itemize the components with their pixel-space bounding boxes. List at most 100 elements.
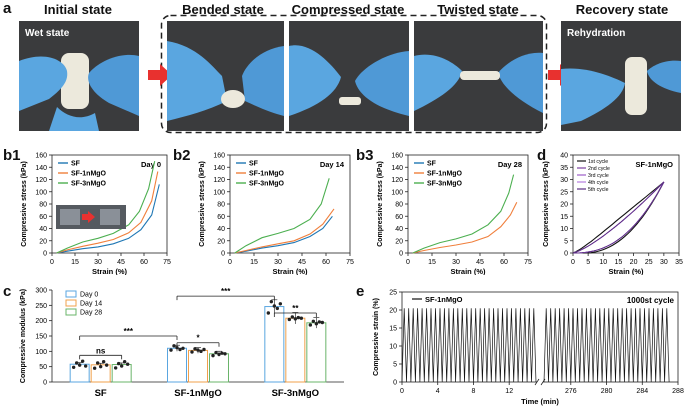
e-y-tick-label: 15 (389, 326, 397, 333)
c-y-tick-label: 200 (35, 318, 47, 325)
photo-recovery-state: Rehydration (561, 21, 681, 131)
b3-x-tick-label: 0 (406, 259, 410, 266)
c-data-point (202, 347, 206, 352)
e-y-axis-label: Compressive strain (%) (373, 298, 380, 376)
recovery-state-illustration (561, 57, 681, 125)
chart-e-strain-time: 0 5 10 15 20 25 0 4 8 12 276 280 284 288 Time (min) Com… (373, 290, 684, 407)
c-significance-label: ** (292, 304, 299, 313)
b2-x-tick-label: 15 (250, 259, 258, 266)
c-data-point (71, 365, 76, 369)
d-y-tick-label: 15 (560, 214, 568, 221)
b3-series-line-2 (412, 174, 515, 254)
d-x-tick-label: 20 (630, 259, 638, 266)
b3-y-tick-label: 80 (395, 202, 403, 209)
c-data-point (190, 350, 194, 354)
bended-state-illustration (167, 41, 284, 121)
twisted-state-illustration (414, 52, 543, 113)
b3-legend-label-1: SF-1nMgO (427, 171, 463, 178)
e-x-axis-label: Time (min) (521, 397, 559, 406)
state-title-initial: Initial state (44, 2, 112, 17)
b3-x-tick-label: 60 (500, 259, 508, 266)
b3-y-tick-label: 60 (395, 214, 403, 221)
e-x-tick-label: 284 (636, 388, 648, 395)
e-axis-break-gap (537, 379, 543, 385)
b3-y-tick-label: 120 (391, 177, 403, 184)
panel-label-e: e (356, 283, 365, 300)
b1-title: Day 0 (141, 160, 161, 169)
b2-legend-label-1: SF-1nMgO (249, 171, 285, 178)
d-y-axis-label: Compressive stress (kPa) (543, 161, 550, 247)
c-significance-label: * (196, 334, 200, 343)
c-data-point (119, 364, 124, 368)
c-bar (167, 347, 187, 383)
b1-legend-label-0: SF (71, 161, 81, 168)
b3-y-tick-label: 40 (395, 226, 403, 233)
c-data-point (311, 319, 316, 323)
b1-y-tick-label: 160 (35, 153, 47, 160)
c-data-point (193, 347, 197, 351)
b2-x-tick-label: 45 (298, 259, 306, 266)
c-data-point (172, 344, 176, 348)
c-significance-label: ns (96, 346, 106, 355)
d-x-tick-label: 10 (599, 259, 607, 266)
c-y-tick-label: 0 (43, 380, 47, 387)
c-y-tick-label: 100 (35, 349, 47, 356)
d-y-tick-label: 40 (560, 153, 568, 160)
e-strain-wave-segment-1 (401, 308, 537, 383)
c-data-point (293, 317, 298, 321)
b3-y-tick-label: 140 (391, 165, 403, 172)
c-data-point (125, 362, 130, 366)
b1-x-tick-label: 75 (163, 259, 171, 266)
panel-label-b1: b1 (3, 147, 21, 164)
d-y-tick-label: 30 (560, 177, 568, 184)
c-data-point (317, 320, 322, 324)
b1-inset-clamp-right (100, 209, 120, 225)
c-y-tick-label: 300 (35, 288, 47, 295)
c-significance-label: *** (124, 327, 134, 336)
c-data-point (116, 361, 121, 366)
c-data-point (314, 322, 319, 326)
b3-y-tick-label: 0 (399, 251, 403, 258)
c-bar (209, 353, 229, 383)
panel-label-b2: b2 (173, 147, 191, 164)
c-data-point (214, 350, 218, 355)
e-legend-label: SF-1nMgO (425, 295, 463, 304)
b2-series-line-2 (234, 178, 330, 254)
b2-y-tick-label: 0 (221, 251, 225, 258)
b1-legend-label-2: SF-3nMgO (71, 181, 107, 188)
e-x-tick-label: 280 (601, 388, 613, 395)
c-legend-swatch-0 (65, 290, 77, 298)
e-y-tick-label: 25 (389, 290, 397, 297)
b3-x-tick-label: 45 (476, 259, 484, 266)
c-data-point (217, 352, 221, 357)
b2-y-tick-label: 60 (217, 214, 225, 221)
e-x-tick-label: 8 (472, 388, 476, 395)
state-title-compressed: Compressed state (291, 2, 405, 17)
e-x-tick-label: 12 (505, 388, 513, 395)
b3-x-tick-label: 75 (524, 259, 532, 266)
b2-y-axis-label: Compressive stress (kPa) (199, 161, 206, 247)
chart-d-cyclic: 0 5 10 15 20 25 30 35 0 5 10 15 20 25 30 35 40 Strain (%)… (543, 153, 683, 276)
b1-y-tick-label: 20 (39, 238, 47, 245)
state-title-twisted: Twisted state (437, 2, 519, 17)
e-legend-bg (410, 294, 472, 304)
e-axis-break-mark (534, 378, 540, 386)
c-category-label: SF (95, 388, 107, 399)
c-data-point (290, 315, 295, 319)
c-data-point (80, 359, 85, 363)
b1-inset-arrow-icon (82, 211, 95, 223)
b1-x-tick-label: 0 (50, 259, 54, 266)
c-category-label: SF-3nMgO (272, 388, 320, 399)
b3-y-tick-label: 160 (391, 153, 403, 160)
b1-x-tick-label: 60 (140, 259, 148, 266)
c-data-point (122, 360, 127, 364)
c-bar (285, 317, 306, 383)
d-x-tick-label: 30 (660, 259, 668, 266)
c-data-point (275, 306, 280, 311)
arrow-icon-to-bended (148, 64, 172, 86)
initial-state-illustration (19, 53, 139, 131)
c-data-point (181, 346, 185, 350)
c-category-label: SF-1nMgO (174, 388, 222, 399)
c-bar (306, 322, 327, 383)
d-x-axis-label: Strain (%) (608, 267, 644, 275)
